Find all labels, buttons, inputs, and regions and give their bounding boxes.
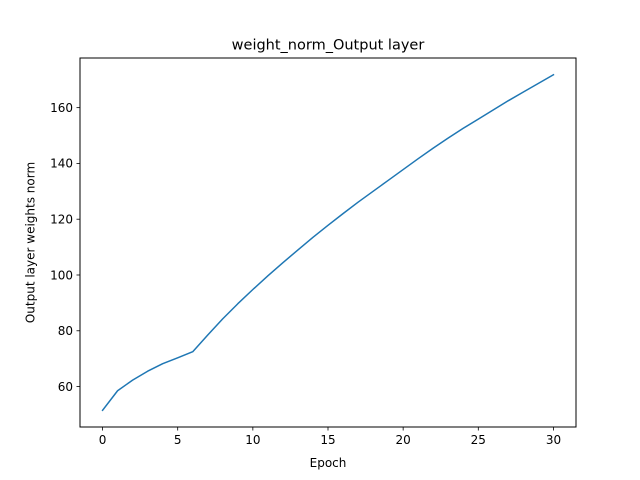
data-point	[132, 379, 134, 381]
x-axis-ticks: 0 5 10 15 20 25 30	[99, 427, 561, 447]
x-tick-label: 15	[320, 433, 335, 447]
data-point	[372, 191, 374, 193]
data-point	[493, 109, 495, 111]
data-point	[508, 100, 510, 102]
data-point	[342, 213, 344, 215]
data-point	[102, 409, 104, 411]
data-point	[117, 390, 119, 392]
y-tick-label: 120	[50, 213, 73, 227]
data-point	[192, 351, 194, 353]
data-point	[267, 275, 269, 277]
y-tick-label: 160	[50, 101, 73, 115]
y-tick-label: 100	[50, 268, 73, 282]
x-tick-label: 0	[99, 433, 107, 447]
data-point	[417, 158, 419, 160]
x-tick-label: 20	[396, 433, 411, 447]
data-point	[553, 74, 555, 76]
data-point	[177, 357, 179, 359]
data-point	[207, 334, 209, 336]
data-point	[147, 370, 149, 372]
y-tick-label: 80	[58, 324, 73, 338]
data-point	[237, 303, 239, 305]
data-point	[282, 262, 284, 264]
data-point	[447, 137, 449, 139]
data-point	[523, 91, 525, 93]
data-point	[222, 318, 224, 320]
data-point	[462, 127, 464, 129]
x-tick-label: 10	[245, 433, 260, 447]
x-axis-label: Epoch	[310, 456, 347, 470]
data-point	[162, 363, 164, 365]
data-point	[538, 83, 540, 85]
y-axis-label: Output layer weights norm	[24, 162, 38, 323]
data-point	[312, 237, 314, 239]
y-tick-label: 60	[58, 380, 73, 394]
data-point	[327, 225, 329, 227]
chart-title: weight_norm_Output layer	[232, 38, 425, 54]
data-point	[402, 169, 404, 171]
x-tick-label: 25	[471, 433, 486, 447]
data-point	[432, 147, 434, 149]
y-tick-label: 140	[50, 157, 73, 171]
y-axis-ticks: 60 80 100 120 140 160	[50, 101, 80, 394]
data-point	[387, 180, 389, 182]
plot-area	[101, 73, 555, 412]
series-line-0	[101, 73, 555, 412]
x-tick-label: 30	[546, 433, 561, 447]
data-point	[478, 118, 480, 120]
data-point	[357, 201, 359, 203]
data-point	[297, 249, 299, 251]
data-point	[252, 289, 254, 291]
x-tick-label: 5	[174, 433, 182, 447]
